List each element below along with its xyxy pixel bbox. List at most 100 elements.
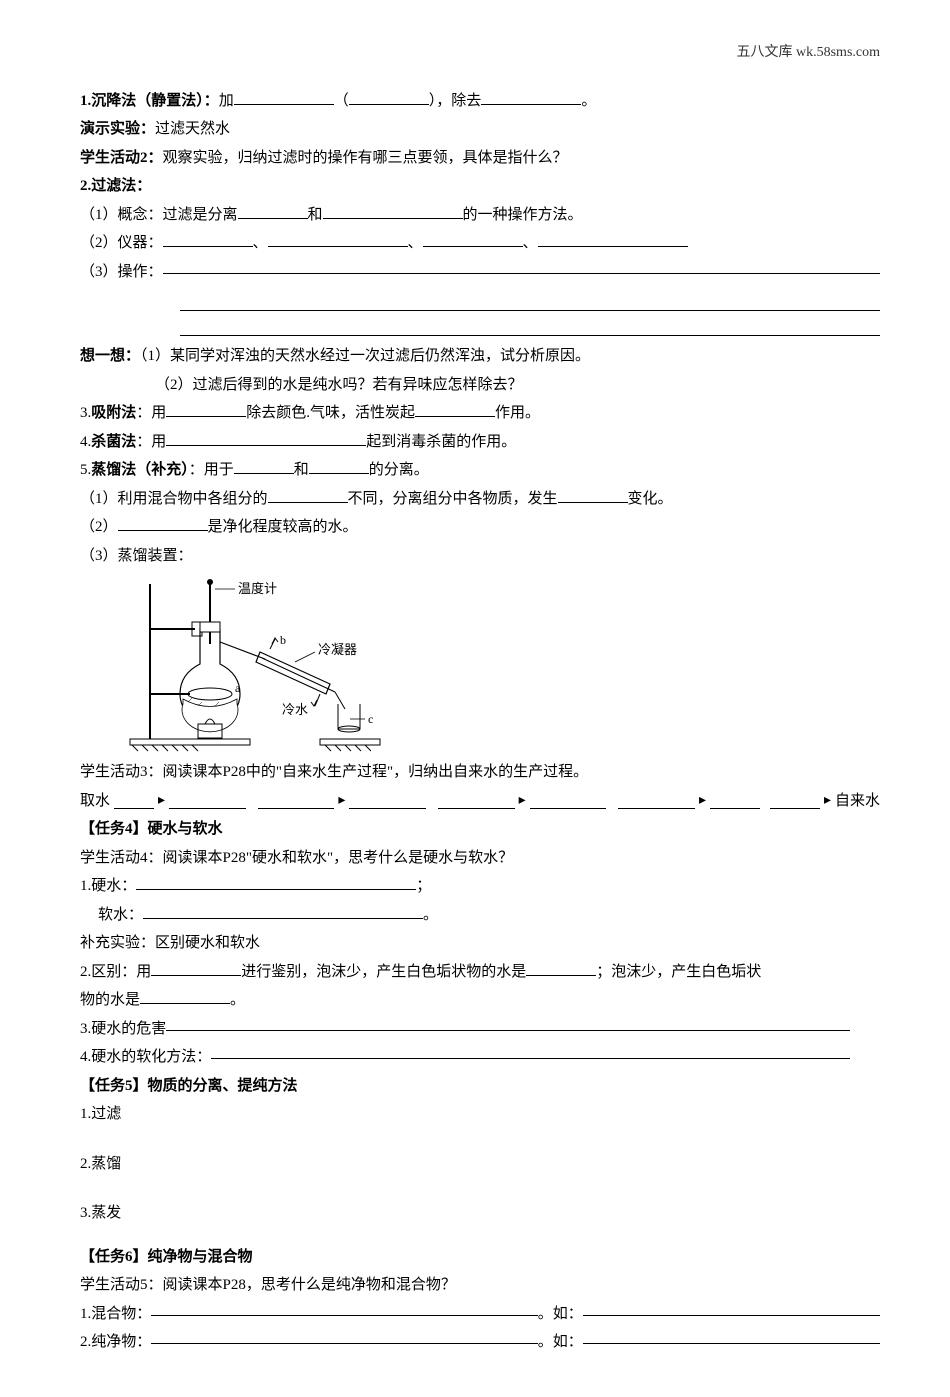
sep: 、 — [523, 235, 538, 251]
blank — [323, 203, 463, 219]
site-header: 五八文库 wk.58sms.com — [80, 40, 880, 67]
text: ：用于 — [189, 462, 234, 478]
blank — [166, 401, 246, 417]
blank — [558, 487, 628, 503]
label-c: c — [368, 712, 373, 726]
flow-end: 自来水 — [835, 787, 880, 816]
num: 5. — [80, 462, 91, 478]
text: 3.硬水的危害 — [80, 1015, 166, 1044]
sec1-line: 1.沉降法（静置法）：加 （ ），除去 。 — [80, 87, 880, 116]
text: （1）概念：过滤是分离 — [80, 207, 238, 223]
text: 软水： — [98, 907, 143, 923]
task6-l1: 1.混合物：。如： — [80, 1300, 880, 1329]
task6-l2: 2.纯净物： 。如： — [80, 1328, 880, 1357]
blank — [234, 89, 334, 105]
task4-act: 学生活动4：阅读课本P28"硬水和软水"，思考什么是硬水与软水？ — [80, 844, 880, 873]
num: 4. — [80, 434, 91, 450]
text: 。 — [230, 992, 245, 1008]
sec3-line: 3.吸附法：用除去颜色.气味，活性炭起作用。 — [80, 399, 880, 428]
task4-l2: 软水：。 — [80, 901, 880, 930]
text: ：用 — [136, 434, 166, 450]
task4-l5: 3.硬水的危害 — [80, 1015, 880, 1044]
blank — [166, 430, 366, 446]
text: 和 — [308, 207, 323, 223]
label-coldwater: 冷水 — [282, 702, 308, 717]
blank — [151, 1300, 537, 1316]
act2-label: 学生活动2： — [80, 150, 163, 166]
blank — [530, 793, 607, 809]
blank — [118, 515, 208, 531]
blank — [583, 1328, 880, 1344]
task4-supp: 补充实验：区别硬水和软水 — [80, 929, 880, 958]
blank — [163, 231, 253, 247]
arrow-icon: ▸ — [519, 788, 526, 815]
text: 。如： — [538, 1328, 583, 1357]
sec5-p1: （1）利用混合物中各组分的不同，分离组分中各物质，发生变化。 — [80, 485, 880, 514]
sec1-t4: 。 — [581, 93, 596, 109]
text: 1.硬水： — [80, 878, 136, 894]
text: 和 — [294, 462, 309, 478]
text: ；泡沫少，产生白色垢状 — [596, 964, 761, 980]
blank — [268, 487, 348, 503]
blank — [481, 89, 581, 105]
text: 是净化程度较高的水。 — [208, 519, 358, 535]
demo-line: 演示实验：过滤天然水 — [80, 115, 880, 144]
arrow-icon: ▸ — [158, 788, 165, 815]
num: 3. — [80, 405, 91, 421]
text: 物的水是 — [80, 992, 140, 1008]
task5-l1: 1.过滤 — [80, 1100, 880, 1129]
blank — [151, 1328, 537, 1344]
blank — [710, 793, 760, 809]
text: 2.纯净物： — [80, 1328, 151, 1357]
blank — [618, 793, 695, 809]
think-q1: （1）某同学对浑浊的天然水经过一次过滤后仍然浑浊，试分析原因。 — [140, 348, 590, 364]
blank — [114, 793, 154, 809]
task5-l3: 3.蒸发 — [80, 1199, 880, 1228]
distillation-diagram: 温度计 b 冷凝器 a 冷水 c — [120, 574, 880, 754]
think-label: 想一想： — [80, 348, 140, 364]
act3-text: 学生活动3：阅读课本P28中的"自来水生产过程"，归纳出自来水的生产过程。 — [80, 758, 880, 787]
sec2-p2: （2）仪器：、、、 — [80, 229, 880, 258]
task6-act: 学生活动5：阅读课本P28，思考什么是纯净物和混合物？ — [80, 1271, 880, 1300]
blank-line — [180, 292, 880, 311]
sec5-line: 5.蒸馏法（补充）：用于和的分离。 — [80, 456, 880, 485]
think-line1: 想一想：（1）某同学对浑浊的天然水经过一次过滤后仍然浑浊，试分析原因。 — [80, 342, 880, 371]
blank — [770, 793, 820, 809]
task4-l1: 1.硬水： ； — [80, 872, 880, 901]
text: （3）操作： — [80, 258, 163, 287]
sec1-title: 1.沉降法（静置法）： — [80, 93, 219, 109]
demo-text: 过滤天然水 — [155, 121, 230, 137]
sec1-t1: 加 — [219, 93, 234, 109]
blank — [526, 960, 596, 976]
text: 2.区别：用 — [80, 964, 151, 980]
task4-title: 【任务4】硬水与软水 — [80, 815, 880, 844]
task4-l3: 2.区别：用进行鉴别，泡沫少，产生白色垢状物的水是；泡沫少，产生白色垢状 — [80, 958, 880, 987]
sec2-title: 2.过滤法： — [80, 172, 880, 201]
label-thermo: 温度计 — [238, 581, 277, 596]
task5-title: 【任务5】物质的分离、提纯方法 — [80, 1072, 880, 1101]
blank — [309, 458, 369, 474]
text: 除去颜色.气味，活性炭起 — [246, 405, 415, 421]
text: 作用。 — [495, 405, 540, 421]
text: 4.硬水的软化方法： — [80, 1043, 211, 1072]
text: ； — [416, 878, 431, 894]
sec5-p3: （3）蒸馏装置： — [80, 542, 880, 571]
text: 的分离。 — [369, 462, 429, 478]
blank — [136, 874, 416, 890]
blank-line — [180, 317, 880, 336]
text: 起到消毒杀菌的作用。 — [366, 434, 516, 450]
label-condenser: 冷凝器 — [318, 642, 357, 657]
sec1-t2: （ — [334, 93, 349, 109]
flow-row: 取水 ▸ ▸ ▸ ▸ ▸ 自来水 — [80, 787, 880, 816]
blank — [268, 231, 408, 247]
blank — [349, 793, 426, 809]
task6-title: 【任务6】纯净物与混合物 — [80, 1243, 880, 1272]
flow-start: 取水 — [80, 787, 110, 816]
blank — [163, 258, 880, 274]
sec1-t3: ），除去 — [429, 93, 482, 109]
blank — [169, 793, 246, 809]
text: 1.混合物： — [80, 1300, 151, 1329]
text: 不同，分离组分中各物质，发生 — [348, 491, 558, 507]
sec5-p2: （2）是净化程度较高的水。 — [80, 513, 880, 542]
blank — [415, 401, 495, 417]
